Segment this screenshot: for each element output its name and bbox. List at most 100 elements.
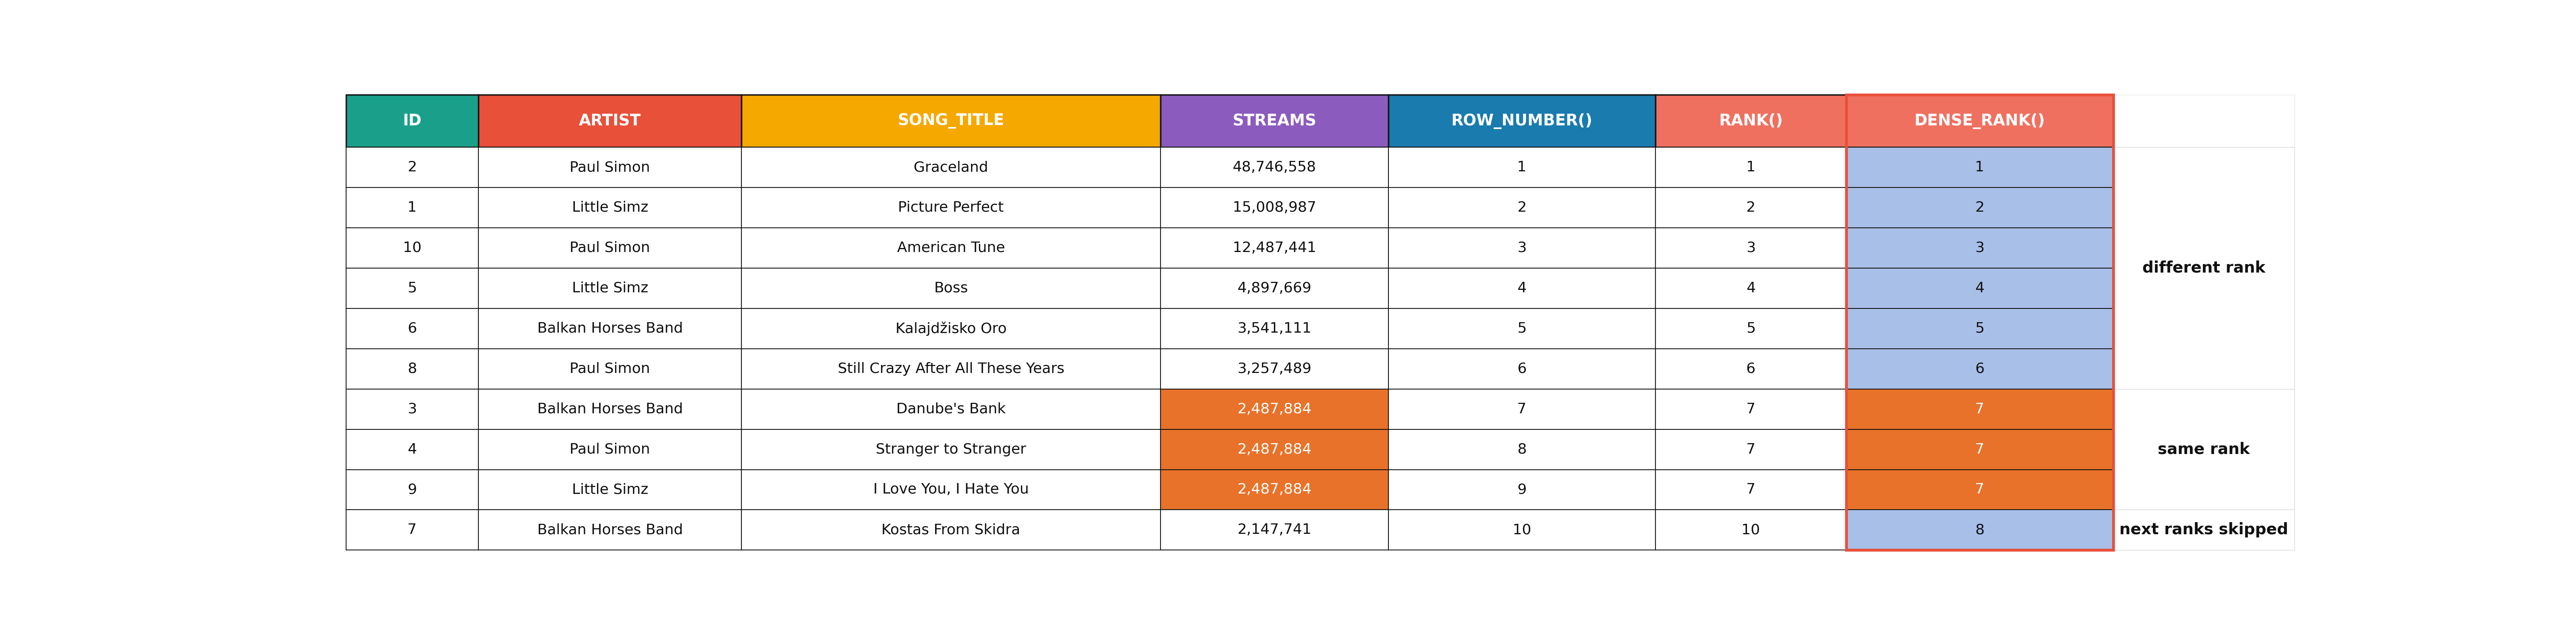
- Text: Paul Simon: Paul Simon: [569, 241, 649, 255]
- Text: 1: 1: [407, 201, 417, 214]
- FancyBboxPatch shape: [479, 228, 742, 268]
- FancyBboxPatch shape: [1159, 389, 1388, 429]
- Text: Graceland: Graceland: [914, 160, 989, 174]
- Text: 1: 1: [1976, 160, 1984, 174]
- Text: 3,541,111: 3,541,111: [1236, 321, 1311, 335]
- Text: SONG_TITLE: SONG_TITLE: [896, 113, 1005, 129]
- Text: 4: 4: [1976, 281, 1984, 295]
- Text: 5: 5: [1976, 321, 1984, 335]
- FancyBboxPatch shape: [1159, 429, 1388, 469]
- FancyBboxPatch shape: [1847, 389, 2112, 429]
- Text: 2: 2: [1976, 201, 1984, 214]
- Text: 4: 4: [1517, 281, 1528, 295]
- Text: Little Simz: Little Simz: [572, 201, 649, 214]
- FancyBboxPatch shape: [345, 187, 479, 228]
- Text: 9: 9: [407, 483, 417, 496]
- FancyBboxPatch shape: [1847, 268, 2112, 308]
- Text: Paul Simon: Paul Simon: [569, 362, 649, 376]
- Text: 3: 3: [1747, 241, 1754, 255]
- FancyBboxPatch shape: [1388, 187, 1656, 228]
- Text: 7: 7: [1747, 403, 1754, 416]
- FancyBboxPatch shape: [1656, 469, 1847, 510]
- FancyBboxPatch shape: [479, 348, 742, 389]
- Text: ID: ID: [402, 113, 422, 129]
- Text: Balkan Horses Band: Balkan Horses Band: [538, 403, 683, 416]
- FancyBboxPatch shape: [345, 147, 479, 187]
- Text: 5: 5: [1747, 321, 1754, 335]
- Text: ROW_NUMBER(): ROW_NUMBER(): [1450, 113, 1592, 129]
- FancyBboxPatch shape: [742, 469, 1159, 510]
- Text: 9: 9: [1517, 483, 1528, 496]
- FancyBboxPatch shape: [1388, 308, 1656, 348]
- FancyBboxPatch shape: [479, 510, 742, 550]
- Text: different rank: different rank: [2143, 260, 2264, 276]
- FancyBboxPatch shape: [1656, 308, 1847, 348]
- Text: 5: 5: [407, 281, 417, 295]
- Text: 7: 7: [1747, 443, 1754, 456]
- FancyBboxPatch shape: [1388, 348, 1656, 389]
- FancyBboxPatch shape: [1159, 147, 1388, 187]
- Text: 2: 2: [1747, 201, 1754, 214]
- FancyBboxPatch shape: [2112, 147, 2295, 389]
- FancyBboxPatch shape: [1847, 429, 2112, 469]
- Text: 2,487,884: 2,487,884: [1236, 403, 1311, 416]
- FancyBboxPatch shape: [1847, 187, 2112, 228]
- FancyBboxPatch shape: [742, 429, 1159, 469]
- Text: 3: 3: [407, 403, 417, 416]
- FancyBboxPatch shape: [1388, 228, 1656, 268]
- FancyBboxPatch shape: [1388, 510, 1656, 550]
- Text: 10: 10: [402, 241, 422, 255]
- Text: Stranger to Stranger: Stranger to Stranger: [876, 443, 1025, 456]
- FancyBboxPatch shape: [742, 268, 1159, 308]
- FancyBboxPatch shape: [1159, 187, 1388, 228]
- Text: 8: 8: [1517, 443, 1528, 456]
- Text: same rank: same rank: [2159, 442, 2249, 457]
- Text: 4: 4: [1747, 281, 1754, 295]
- FancyBboxPatch shape: [1656, 228, 1847, 268]
- FancyBboxPatch shape: [345, 429, 479, 469]
- Text: 6: 6: [1976, 362, 1984, 376]
- FancyBboxPatch shape: [479, 389, 742, 429]
- FancyBboxPatch shape: [479, 308, 742, 348]
- FancyBboxPatch shape: [1847, 147, 2112, 187]
- FancyBboxPatch shape: [1656, 348, 1847, 389]
- FancyBboxPatch shape: [742, 308, 1159, 348]
- FancyBboxPatch shape: [345, 268, 479, 308]
- FancyBboxPatch shape: [1159, 268, 1388, 308]
- FancyBboxPatch shape: [742, 95, 1159, 147]
- Text: Balkan Horses Band: Balkan Horses Band: [538, 321, 683, 335]
- FancyBboxPatch shape: [1847, 95, 2112, 147]
- Text: 4,897,669: 4,897,669: [1236, 281, 1311, 295]
- FancyBboxPatch shape: [1847, 348, 2112, 389]
- Text: 7: 7: [1747, 483, 1754, 496]
- FancyBboxPatch shape: [479, 147, 742, 187]
- Text: 1: 1: [1747, 160, 1754, 174]
- Text: 2,487,884: 2,487,884: [1236, 443, 1311, 456]
- FancyBboxPatch shape: [479, 469, 742, 510]
- Text: 3: 3: [1517, 241, 1528, 255]
- Text: 7: 7: [407, 523, 417, 537]
- FancyBboxPatch shape: [742, 348, 1159, 389]
- Text: next ranks skipped: next ranks skipped: [2120, 522, 2287, 538]
- Text: I Love You, I Hate You: I Love You, I Hate You: [873, 483, 1028, 496]
- Text: Kalajdžisko Oro: Kalajdžisko Oro: [896, 321, 1007, 336]
- FancyBboxPatch shape: [1656, 510, 1847, 550]
- FancyBboxPatch shape: [2112, 389, 2295, 510]
- Text: 7: 7: [1976, 483, 1984, 496]
- FancyBboxPatch shape: [1388, 268, 1656, 308]
- Text: 15,008,987: 15,008,987: [1234, 201, 1316, 214]
- Text: 2: 2: [1517, 201, 1528, 214]
- Text: 10: 10: [1512, 523, 1530, 537]
- FancyBboxPatch shape: [1847, 308, 2112, 348]
- Text: 2: 2: [407, 160, 417, 174]
- Text: Picture Perfect: Picture Perfect: [899, 201, 1005, 214]
- FancyBboxPatch shape: [742, 147, 1159, 187]
- Text: 6: 6: [1517, 362, 1528, 376]
- FancyBboxPatch shape: [479, 268, 742, 308]
- FancyBboxPatch shape: [2112, 510, 2295, 550]
- FancyBboxPatch shape: [1159, 95, 1388, 147]
- FancyBboxPatch shape: [1656, 187, 1847, 228]
- Text: STREAMS: STREAMS: [1231, 113, 1316, 129]
- FancyBboxPatch shape: [1388, 95, 1656, 147]
- Text: 3: 3: [1976, 241, 1984, 255]
